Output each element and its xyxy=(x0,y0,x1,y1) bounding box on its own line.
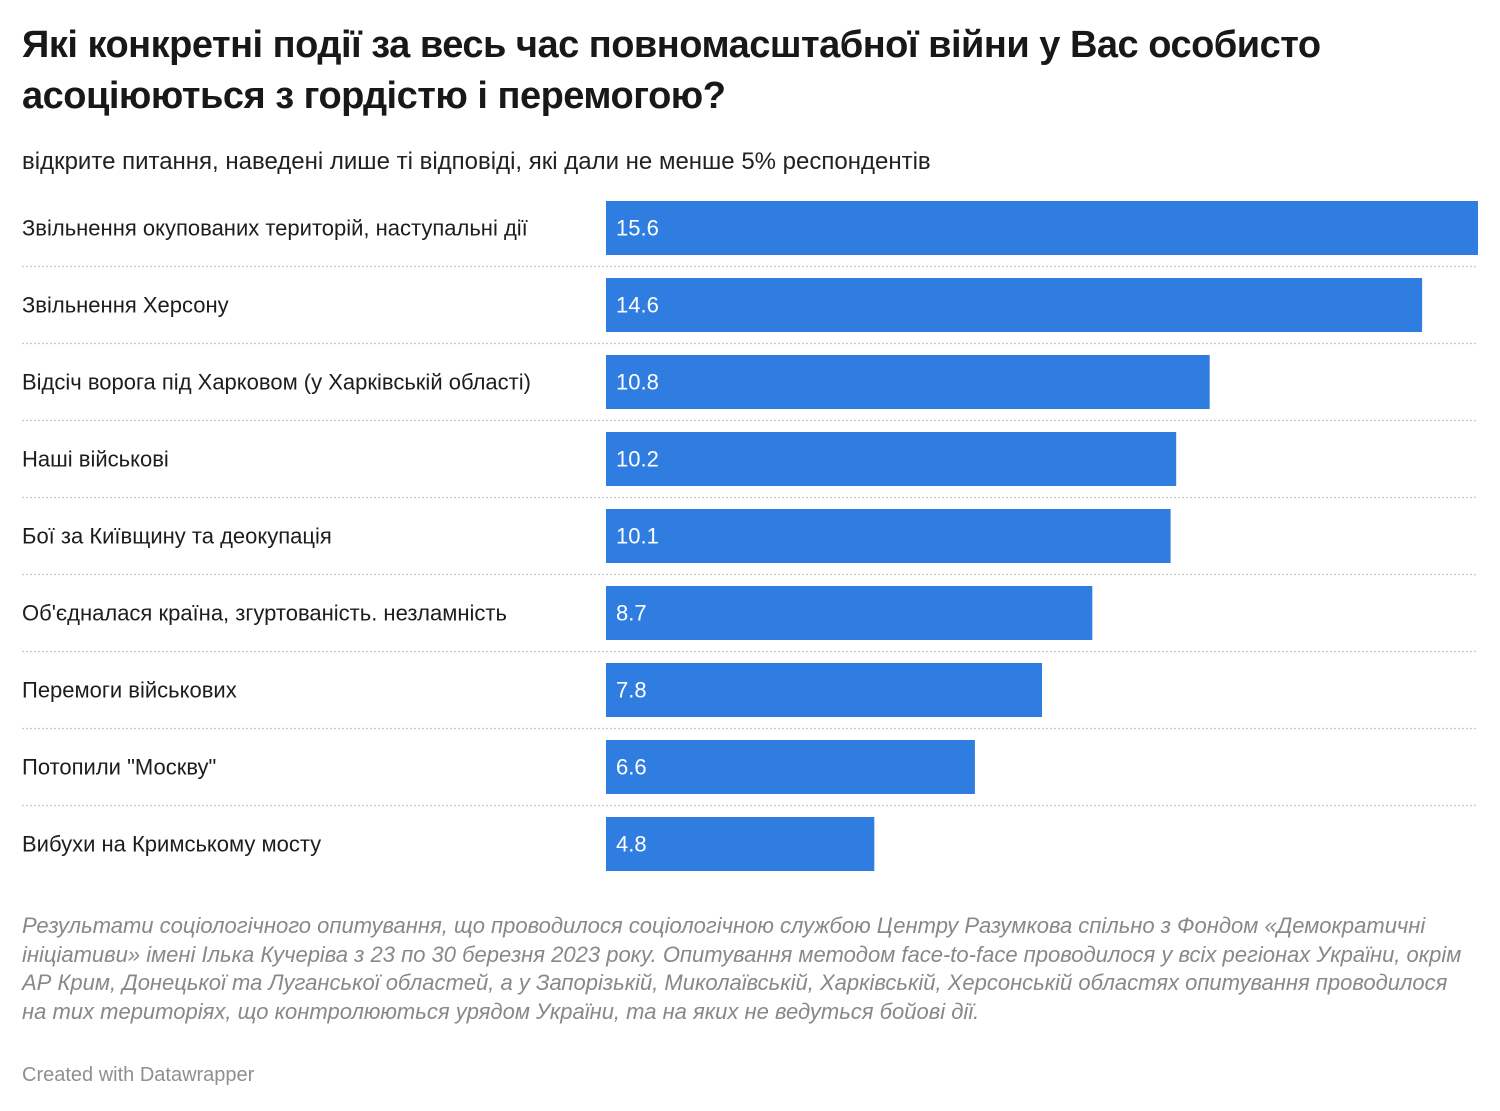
chart-title: Які конкретні події за весь час повномас… xyxy=(22,24,1321,117)
bar xyxy=(606,663,1042,717)
chart-notes: Результати соціологічного опитування, що… xyxy=(22,913,1462,1024)
datawrapper-credit: Created with Datawrapper xyxy=(22,1064,255,1086)
category-label: Об'єдналася країна, згуртованість. незла… xyxy=(22,601,507,626)
value-label: 10.2 xyxy=(616,447,659,472)
value-label: 15.6 xyxy=(616,216,659,241)
bar xyxy=(606,432,1177,486)
bar xyxy=(606,509,1171,563)
bar xyxy=(606,278,1423,332)
category-label: Перемоги військових xyxy=(22,678,237,703)
value-label: 6.6 xyxy=(616,755,647,780)
category-label: Звільнення окупованих територій, наступа… xyxy=(22,216,528,241)
value-label: 14.6 xyxy=(616,293,659,318)
category-label: Вибухи на Кримському мосту xyxy=(22,832,321,857)
bar xyxy=(606,586,1093,640)
chart-subtitle: відкрите питання, наведені лише ті відпо… xyxy=(22,148,931,175)
category-label: Потопили "Москву" xyxy=(22,755,216,780)
bar xyxy=(606,740,975,794)
category-label: Наші військові xyxy=(22,447,169,472)
value-label: 4.8 xyxy=(616,832,647,857)
value-label: 7.8 xyxy=(616,678,647,703)
value-label: 10.1 xyxy=(616,524,659,549)
value-label: 10.8 xyxy=(616,370,659,395)
category-label: Бої за Київщину та деокупація xyxy=(22,524,332,549)
category-label: Звільнення Херсону xyxy=(22,293,229,318)
value-label: 8.7 xyxy=(616,601,647,626)
bar-chart: Звільнення окупованих територій, наступа… xyxy=(22,201,1478,871)
bar xyxy=(606,817,875,871)
bar xyxy=(606,355,1210,409)
category-label: Відсіч ворога під Харковом (у Харківські… xyxy=(22,370,531,395)
bar xyxy=(606,201,1478,255)
